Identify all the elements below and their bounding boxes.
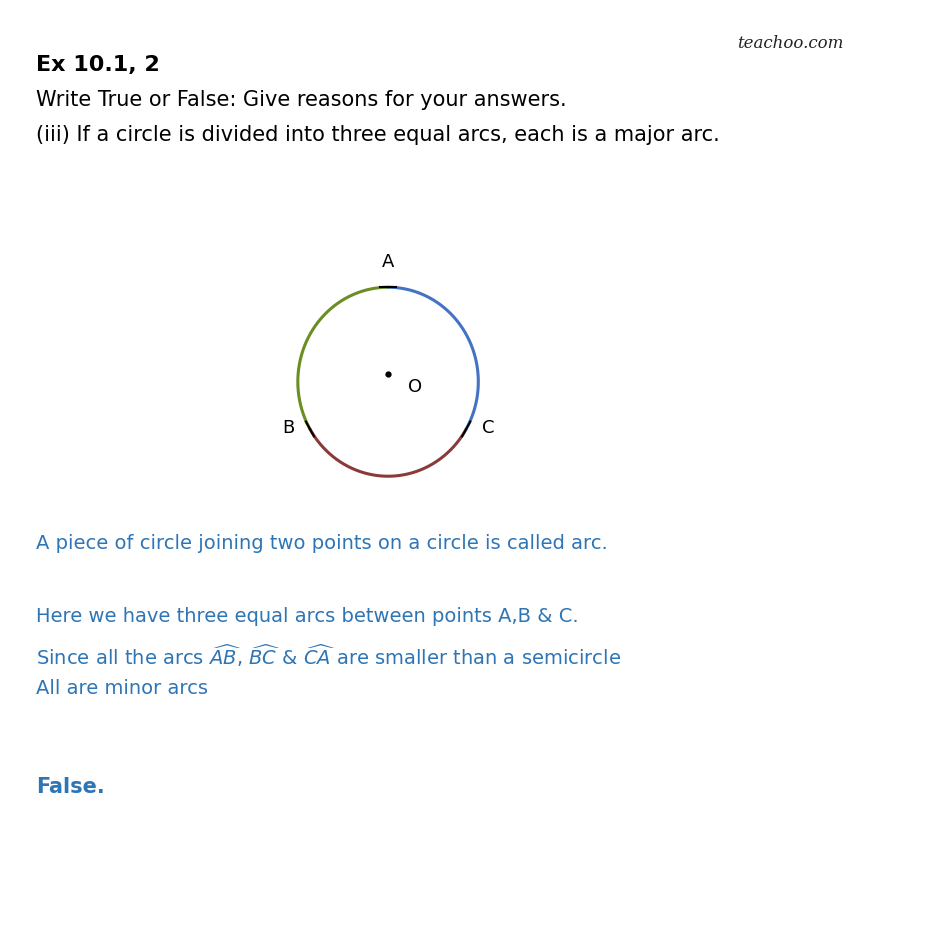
Text: A piece of circle joining two points on a circle is called arc.: A piece of circle joining two points on …: [36, 533, 607, 552]
Text: O: O: [408, 378, 422, 396]
Text: False.: False.: [36, 776, 105, 796]
Text: Ex 10.1, 2: Ex 10.1, 2: [36, 55, 160, 75]
Text: C: C: [481, 418, 494, 437]
Text: Write True or False: Give reasons for your answers.: Write True or False: Give reasons for yo…: [36, 90, 566, 110]
Text: Since all the arcs $\widehat{AB}$, $\widehat{BC}$ & $\widehat{CA}$ are smaller t: Since all the arcs $\widehat{AB}$, $\wid…: [36, 642, 620, 668]
Text: Here we have three equal arcs between points A,B & C.: Here we have three equal arcs between po…: [36, 606, 578, 625]
Text: B: B: [282, 418, 295, 437]
Text: (iii) If a circle is divided into three equal arcs, each is a major arc.: (iii) If a circle is divided into three …: [36, 125, 719, 144]
Text: teachoo.com: teachoo.com: [736, 35, 843, 52]
Text: All are minor arcs: All are minor arcs: [36, 678, 208, 697]
Text: A: A: [381, 253, 394, 271]
